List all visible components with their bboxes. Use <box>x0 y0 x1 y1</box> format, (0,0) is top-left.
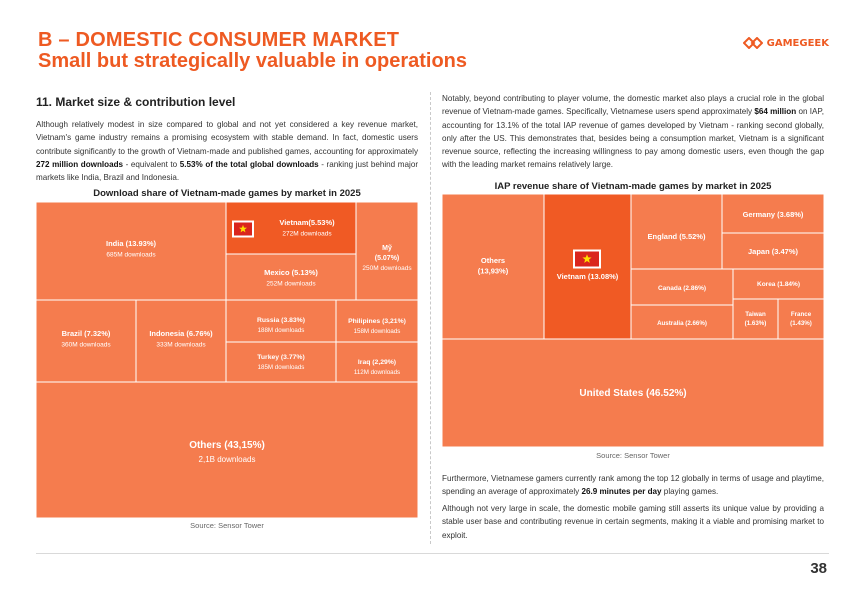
tile-label: Taiwan <box>745 311 766 318</box>
tile-rect <box>135 299 227 383</box>
tile-label: Mexico (5.13%) <box>264 268 318 277</box>
tile-rect <box>543 194 632 340</box>
tile-sublabel: 685M downloads <box>106 252 156 259</box>
download-chart-source: Source: Sensor Tower <box>190 521 264 530</box>
right-paragraph-iap: Notably, beyond contributing to player v… <box>442 94 824 170</box>
treemap-tile-indonesia: Indonesia (6.76%) 333M downloads <box>135 299 227 383</box>
tile-label: Philipines (3,21%) <box>348 318 406 325</box>
iap-chart-title: IAP revenue share of Vietnam-made games … <box>494 181 772 192</box>
treemap-tile-vietnam: Vietnam (13.08%) <box>543 194 632 340</box>
tile-rect <box>442 338 824 447</box>
tile-label: United States (46.52%) <box>579 388 686 399</box>
tile-label: France <box>791 311 812 318</box>
logo-text: GAMEGEEK <box>766 37 829 49</box>
tile-label: Canada (2.86%) <box>658 285 706 292</box>
tile-rect <box>335 341 418 383</box>
treemap-tile-brazil: Brazil (7.32%) 360M downloads <box>36 299 137 383</box>
treemap-tile-others: Others (13,93%) <box>442 194 545 340</box>
tile-rect <box>355 202 418 301</box>
treemap-tile-japan: Japan (3.47%) <box>721 232 824 270</box>
tile-label: Korea (1.84%) <box>757 281 800 288</box>
page-number: 38 <box>810 560 827 577</box>
treemap-tile-canada: Canada (2.86%) <box>630 268 734 306</box>
tile-label: Japan (3.47%) <box>748 247 799 256</box>
treemap-tile-others: Others (43,15%) 2,1B downloads <box>36 381 418 518</box>
column-divider <box>430 92 431 544</box>
treemap-tile-mexico: Mexico (5.13%) 252M downloads <box>225 253 357 301</box>
tile-label-share: (1.63%) <box>745 320 767 327</box>
tile-label: Germany (3.68%) <box>743 210 804 219</box>
left-paragraph: Although relatively modest in size compa… <box>36 120 419 183</box>
treemap-tile-iraq: Iraq (2,29%) 112M downloads <box>335 341 418 383</box>
brand-logo: GAMEGEEK <box>742 37 829 49</box>
tile-rect <box>732 298 779 340</box>
page-subheading: Small but strategically valuable in oper… <box>38 50 468 72</box>
iap-chart-source: Source: Sensor Tower <box>596 451 670 460</box>
gamegeek-logo-icon <box>742 37 763 49</box>
tile-sublabel: 188M downloads <box>258 327 305 334</box>
tile-rect <box>225 253 357 301</box>
tile-rect <box>442 194 545 340</box>
treemap-tile-philipines: Philipines (3,21%) 158M downloads <box>335 299 418 343</box>
treemap-tile-vietnam: Vietnam(5.53%) 272M downloads <box>225 202 357 255</box>
tile-rect <box>36 202 227 301</box>
tile-label-share: (5.07%) <box>375 255 400 262</box>
treemap-tile-taiwan: Taiwan (1.63%) <box>732 298 779 340</box>
tile-label-share: (13,93%) <box>478 267 509 276</box>
tile-sublabel: 185M downloads <box>258 364 305 371</box>
tile-sublabel: 250M downloads <box>362 265 412 272</box>
tile-sublabel: 272M downloads <box>282 231 332 238</box>
tile-rect <box>36 381 418 518</box>
tile-sublabel: 158M downloads <box>354 328 401 335</box>
treemap-tile-england: England (5.52%) <box>630 194 723 270</box>
footer-rule <box>36 553 829 554</box>
iap-revenue-treemap: Others (13,93%) Vietnam (13.08%) England (5… <box>442 194 824 447</box>
treemap-tile-france: France (1.43%) <box>777 298 824 340</box>
tile-rect <box>777 298 824 340</box>
tile-label: Others <box>481 256 505 265</box>
tile-sublabel: 252M downloads <box>266 281 316 288</box>
tile-rect <box>225 341 337 383</box>
tile-sublabel: 360M downloads <box>61 342 111 349</box>
tile-rect <box>630 194 723 270</box>
tile-label: Russia (3.83%) <box>257 317 305 324</box>
tile-label: Mỹ <box>382 245 392 252</box>
tile-label: Australia (2.66%) <box>657 320 707 327</box>
tile-sublabel: 333M downloads <box>156 342 206 349</box>
treemap-tile-m: Mỹ (5.07%) 250M downloads <box>355 202 418 301</box>
treemap-tile-russia: Russia (3.83%) 188M downloads <box>225 299 337 343</box>
tile-rect <box>225 299 337 343</box>
tile-rect <box>630 268 734 306</box>
right-paragraph-playtime: Furthermore, Vietnamese gamers currently… <box>442 474 824 497</box>
tile-label: Vietnam(5.53%) <box>279 218 335 227</box>
tile-sublabel: 2,1B downloads <box>199 455 256 464</box>
download-share-treemap: India (13.93%) 685M downloads Vietnam(5.53… <box>36 202 418 518</box>
flag-star-icon <box>582 254 592 263</box>
treemap-tile-turkey: Turkey (3.77%) 185M downloads <box>225 341 337 383</box>
tile-label: Vietnam (13.08%) <box>557 272 619 281</box>
treemap-tile-india: India (13.93%) 685M downloads <box>36 202 227 301</box>
tile-label: England (5.52%) <box>648 232 706 241</box>
tile-label: Indonesia (6.76%) <box>149 329 213 338</box>
section-heading: B – DOMESTIC CONSUMER MARKET <box>38 29 400 51</box>
tile-label: Brazil (7.32%) <box>62 329 111 338</box>
flag-star-icon <box>239 224 247 233</box>
treemap-tile-united-states: United States (46.52%) <box>442 338 824 447</box>
download-chart-title: Download share of Vietnam-made games by … <box>93 188 361 199</box>
tile-label: Iraq (2,29%) <box>358 359 396 366</box>
tile-rect <box>721 232 824 270</box>
tile-label-share: (1.43%) <box>790 320 812 327</box>
right-paragraph-conclusion: Although not very large in scale, the do… <box>442 504 824 540</box>
tile-rect <box>335 299 418 343</box>
treemap-tile-germany: Germany (3.68%) <box>721 194 824 234</box>
tile-label: Others (43,15%) <box>189 440 265 451</box>
tile-rect <box>721 194 824 234</box>
tile-label: India (13.93%) <box>106 239 157 248</box>
treemap-tile-korea: Korea (1.84%) <box>732 268 824 300</box>
tile-sublabel: 112M downloads <box>354 369 400 376</box>
section-title: 11. Market size & contribution level <box>36 95 236 109</box>
treemap-tile-australia: Australia (2.66%) <box>630 304 734 340</box>
tile-label: Turkey (3.77%) <box>257 354 304 361</box>
